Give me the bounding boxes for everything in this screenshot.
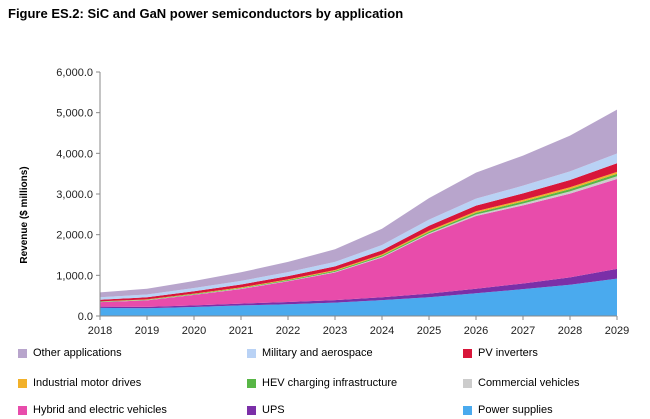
x-tick-label: 2024 [370, 325, 394, 337]
area-series-group [100, 109, 617, 316]
x-tick-label: 2019 [135, 325, 159, 337]
x-tick-label: 2018 [88, 325, 112, 337]
y-tick-label: 1,000.0 [56, 270, 93, 282]
plot-area: 0.0 1,000.0 2,000.0 3,000.0 4,000.0 5,000.0 6,… [56, 67, 629, 337]
figure-title: Figure ES.2: SiC and GaN power semicondu… [8, 6, 404, 21]
x-axis-ticks: 2018 2019 2020 2021 2022 2023 2024 2025 2026 2027… [88, 316, 629, 337]
y-tick-label: 3,000.0 [56, 189, 93, 201]
y-tick-label: 0.0 [78, 311, 93, 323]
y-axis-ticks: 0.0 1,000.0 2,000.0 3,000.0 4,000.0 5,000.0 6,… [56, 67, 100, 323]
area-hybrid-and-electric-vehicles [100, 178, 617, 307]
x-tick-label: 2027 [511, 325, 535, 337]
area-power-supplies [100, 278, 617, 316]
y-tick-label: 5,000.0 [56, 108, 93, 120]
x-tick-label: 2025 [417, 325, 441, 337]
x-tick-label: 2026 [464, 325, 488, 337]
x-tick-label: 2029 [605, 325, 629, 337]
x-tick-label: 2028 [558, 325, 582, 337]
x-tick-label: 2021 [229, 325, 253, 337]
x-tick-label: 2020 [182, 325, 206, 337]
y-tick-label: 6,000.0 [56, 67, 93, 79]
y-tick-label: 4,000.0 [56, 148, 93, 160]
x-tick-label: 2023 [323, 325, 347, 337]
y-axis-title: Revenue ($ millions) [19, 166, 30, 263]
y-tick-label: 2,000.0 [56, 230, 93, 242]
area-ups [100, 268, 617, 309]
x-tick-label: 2022 [276, 325, 300, 337]
